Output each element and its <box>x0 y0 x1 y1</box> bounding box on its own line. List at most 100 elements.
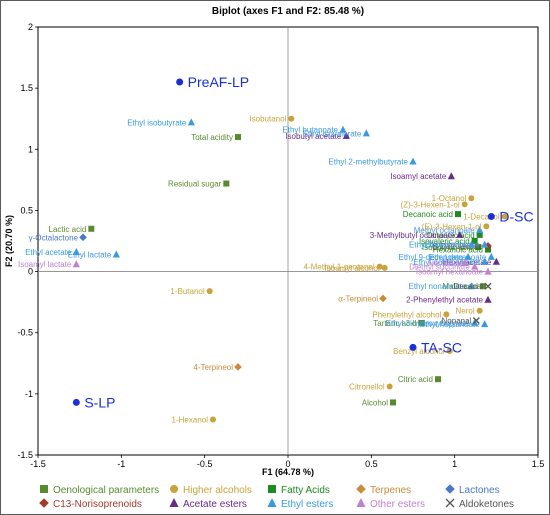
observation-label: TA-SC <box>421 339 462 355</box>
variable-label: Hexanoic acid <box>433 246 483 255</box>
legend-entry: Aldoketones <box>459 499 514 510</box>
variable-label: Hexyl acetate <box>443 258 492 267</box>
legend-entry: Ethyl esters <box>281 499 333 510</box>
variable-label: Phenylethyl alcohol <box>372 310 441 319</box>
legend-entry: Oenological parameters <box>53 485 159 496</box>
variable-point <box>210 416 216 423</box>
legend-entry: Terpenes <box>370 485 411 496</box>
variable-point <box>447 172 455 180</box>
legend-entry: Acetate esters <box>183 499 247 510</box>
legend-marker <box>267 498 277 507</box>
x-tick-label: -0.5 <box>197 459 213 469</box>
variable-label: Isoamyl lactate <box>18 260 72 269</box>
legend-entry: Fatty Acids <box>281 485 330 496</box>
variable-point <box>475 244 481 251</box>
legend: Oenological parameters Higher alcohols Fat… <box>39 484 514 510</box>
observation-point <box>409 343 417 351</box>
variable-label: Ethyl isovalerate <box>303 129 362 138</box>
variable-label: 1-Decanol <box>463 213 500 222</box>
chart-title: Biplot (axes F1 and F2: 85.48 %) <box>212 6 364 17</box>
variable-point <box>390 399 396 406</box>
variable-label: Ethyl heptanoate <box>420 320 481 329</box>
variable-point <box>88 225 95 232</box>
variable-label: Citronellol <box>349 383 385 392</box>
y-tick-label: -0.5 <box>17 328 33 338</box>
x-axis-ticks: -1.5 -1 -0.5 0 0.5 1 1.5 <box>30 455 544 469</box>
y-tick-label: -1.5 <box>17 450 33 460</box>
variable-label: 1-Octanol <box>432 194 467 203</box>
variable-label: Isovaleric acid <box>419 237 470 246</box>
legend-marker <box>40 485 48 493</box>
legend-entry: C13-Norisoprenoids <box>53 499 142 510</box>
variable-label: Ethyl hexanoate <box>409 241 467 250</box>
variable-label: Lactic acid <box>49 225 87 234</box>
observation-point <box>72 398 80 406</box>
variable-point <box>481 257 489 265</box>
observation-label: D-SC <box>499 209 533 225</box>
variable-label: 4-Terpineol <box>193 363 233 372</box>
variable-point <box>339 125 347 133</box>
variable-point <box>484 242 492 250</box>
variable-label: β-Damascone <box>433 242 484 251</box>
legend-marker <box>445 484 455 494</box>
legend-marker <box>445 498 455 508</box>
variable-label: Diethyl succinate <box>409 263 470 272</box>
variable-point <box>461 259 469 267</box>
variable-point <box>223 180 230 187</box>
variable-point <box>487 252 495 260</box>
legend-entry: Higher alcohols <box>183 485 252 496</box>
x-tick-label: 0.5 <box>365 459 378 469</box>
y-tick-label: 0.5 <box>20 205 33 215</box>
variable-label: Ethyl acetate <box>25 248 72 257</box>
y-axis-ticks: -1.5 -1 -0.5 0 0.5 1 1.5 2 <box>17 22 38 460</box>
variable-point <box>492 257 500 265</box>
variable-label: Nerolidol <box>428 259 460 268</box>
variable-point <box>446 348 453 355</box>
variable-label: Ethyl nonanoate <box>409 282 467 291</box>
variable-point <box>206 288 213 295</box>
variable-point <box>481 240 489 248</box>
variable-point <box>376 263 383 270</box>
variable-point <box>234 363 242 371</box>
variable-label: Isoamyl hexanoate <box>416 268 484 277</box>
variable-point <box>472 317 480 324</box>
variable-point <box>72 248 80 256</box>
x-tick-label: -1.5 <box>30 459 46 469</box>
variable-label: (Z)-3-Hexen-1-ol <box>401 200 460 209</box>
variable-label: 1-Butanol <box>170 287 204 296</box>
variable-point <box>471 262 479 270</box>
variable-label: Ethyl octanoate <box>425 241 481 250</box>
y-tick-label: 0 <box>28 267 33 277</box>
legend-marker <box>170 485 178 493</box>
variable-point <box>235 134 241 141</box>
variable-point <box>484 267 492 275</box>
variable-label: Isobutanol <box>249 115 286 124</box>
variable-point <box>187 118 195 126</box>
y-tick-label: 1.5 <box>20 83 33 93</box>
y-tick-label: -1 <box>25 389 33 399</box>
variable-point <box>483 223 490 230</box>
variable-point <box>381 264 388 271</box>
legend-entry: Other esters <box>370 499 425 510</box>
variable-label: Decanoic acid <box>403 210 453 219</box>
variable-label: Nonanal <box>442 316 472 325</box>
variable-label: α-Terpineol <box>338 294 378 303</box>
variable-point <box>468 195 475 202</box>
x-tick-label: 0 <box>285 459 290 469</box>
variable-point <box>79 233 87 242</box>
variable-points: Total acidity Residual sugar Lactic acid Ma… <box>18 115 508 425</box>
variable-point <box>418 319 425 326</box>
legend-marker <box>268 485 276 493</box>
variable-label: Alcohol <box>362 398 388 407</box>
variable-point <box>471 238 478 244</box>
legend-marker <box>356 498 366 507</box>
variable-label: Ethyl dodecanoate <box>413 258 480 267</box>
variable-label: Isobutyl acetate <box>285 132 342 141</box>
legend-marker <box>39 498 49 508</box>
variable-point <box>461 201 468 208</box>
y-tick-label: 1 <box>28 144 33 154</box>
variable-point <box>443 311 450 318</box>
variable-point <box>456 230 464 238</box>
variable-point <box>379 294 387 303</box>
observation-label: S-LP <box>84 394 115 410</box>
